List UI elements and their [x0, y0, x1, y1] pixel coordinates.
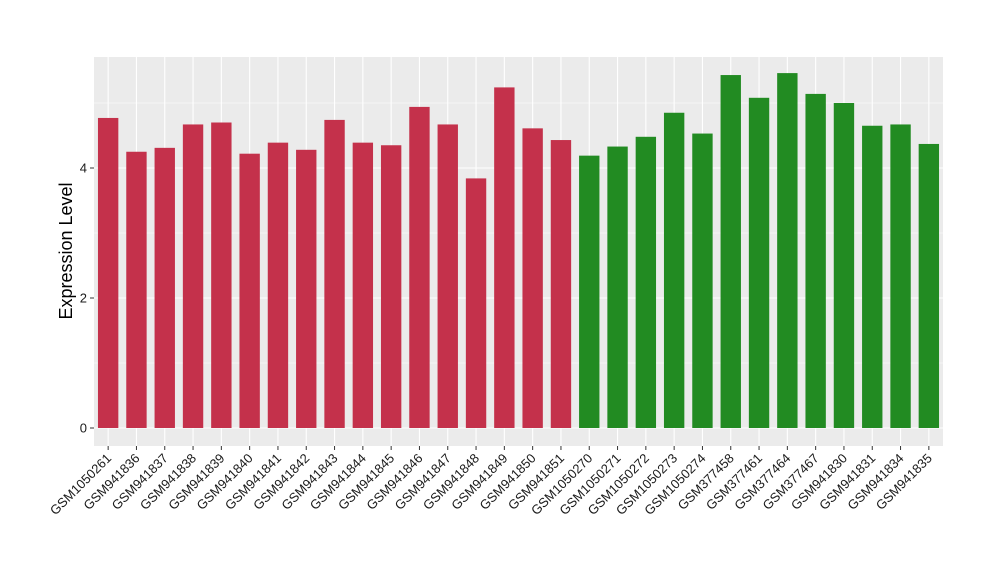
bar-GSM941831 [862, 125, 883, 428]
bar-GSM1050273 [663, 112, 685, 428]
bar-GSM941850 [522, 128, 543, 428]
bar-GSM377458 [720, 75, 741, 429]
plot-panel [94, 57, 943, 446]
bar-GSM941838 [182, 124, 204, 428]
bar-GSM1050261 [97, 117, 119, 428]
bar-GSM1050270 [579, 155, 600, 428]
bar-GSM941836 [126, 151, 147, 428]
bar-GSM941830 [833, 103, 855, 428]
bar-GSM941840 [239, 153, 260, 428]
bar-GSM941841 [267, 142, 289, 428]
bar-GSM1050274 [692, 133, 713, 429]
bar-GSM1050272 [635, 136, 657, 429]
bar-GSM941839 [211, 122, 232, 428]
bar-GSM941848 [465, 178, 487, 428]
bar-GSM377461 [748, 97, 770, 429]
bar-GSM941842 [296, 149, 317, 429]
bar-GSM941835 [918, 143, 940, 428]
bar-GSM377464 [777, 73, 798, 428]
bars [97, 73, 940, 429]
y-tick-label: 2 [80, 291, 87, 306]
x-axis: GSM1050261GSM941836GSM941837GSM941838GSM… [47, 446, 935, 518]
bar-GSM941834 [890, 124, 911, 428]
bar-GSM377467 [805, 93, 826, 429]
bar-GSM941851 [550, 140, 572, 429]
bar-GSM1050271 [607, 146, 628, 429]
y-tick-label: 0 [80, 421, 87, 436]
bar-GSM941843 [324, 119, 345, 429]
y-axis-title: Expression Level [56, 182, 76, 319]
bar-GSM941844 [352, 142, 374, 428]
y-axis: 0 2 4 [80, 161, 94, 436]
bar-GSM941837 [154, 147, 175, 428]
bar-GSM941845 [380, 145, 402, 428]
bar-GSM941849 [494, 87, 515, 429]
bar-GSM941846 [409, 106, 430, 429]
bar-GSM941847 [437, 124, 458, 428]
y-tick-label: 4 [80, 161, 87, 176]
